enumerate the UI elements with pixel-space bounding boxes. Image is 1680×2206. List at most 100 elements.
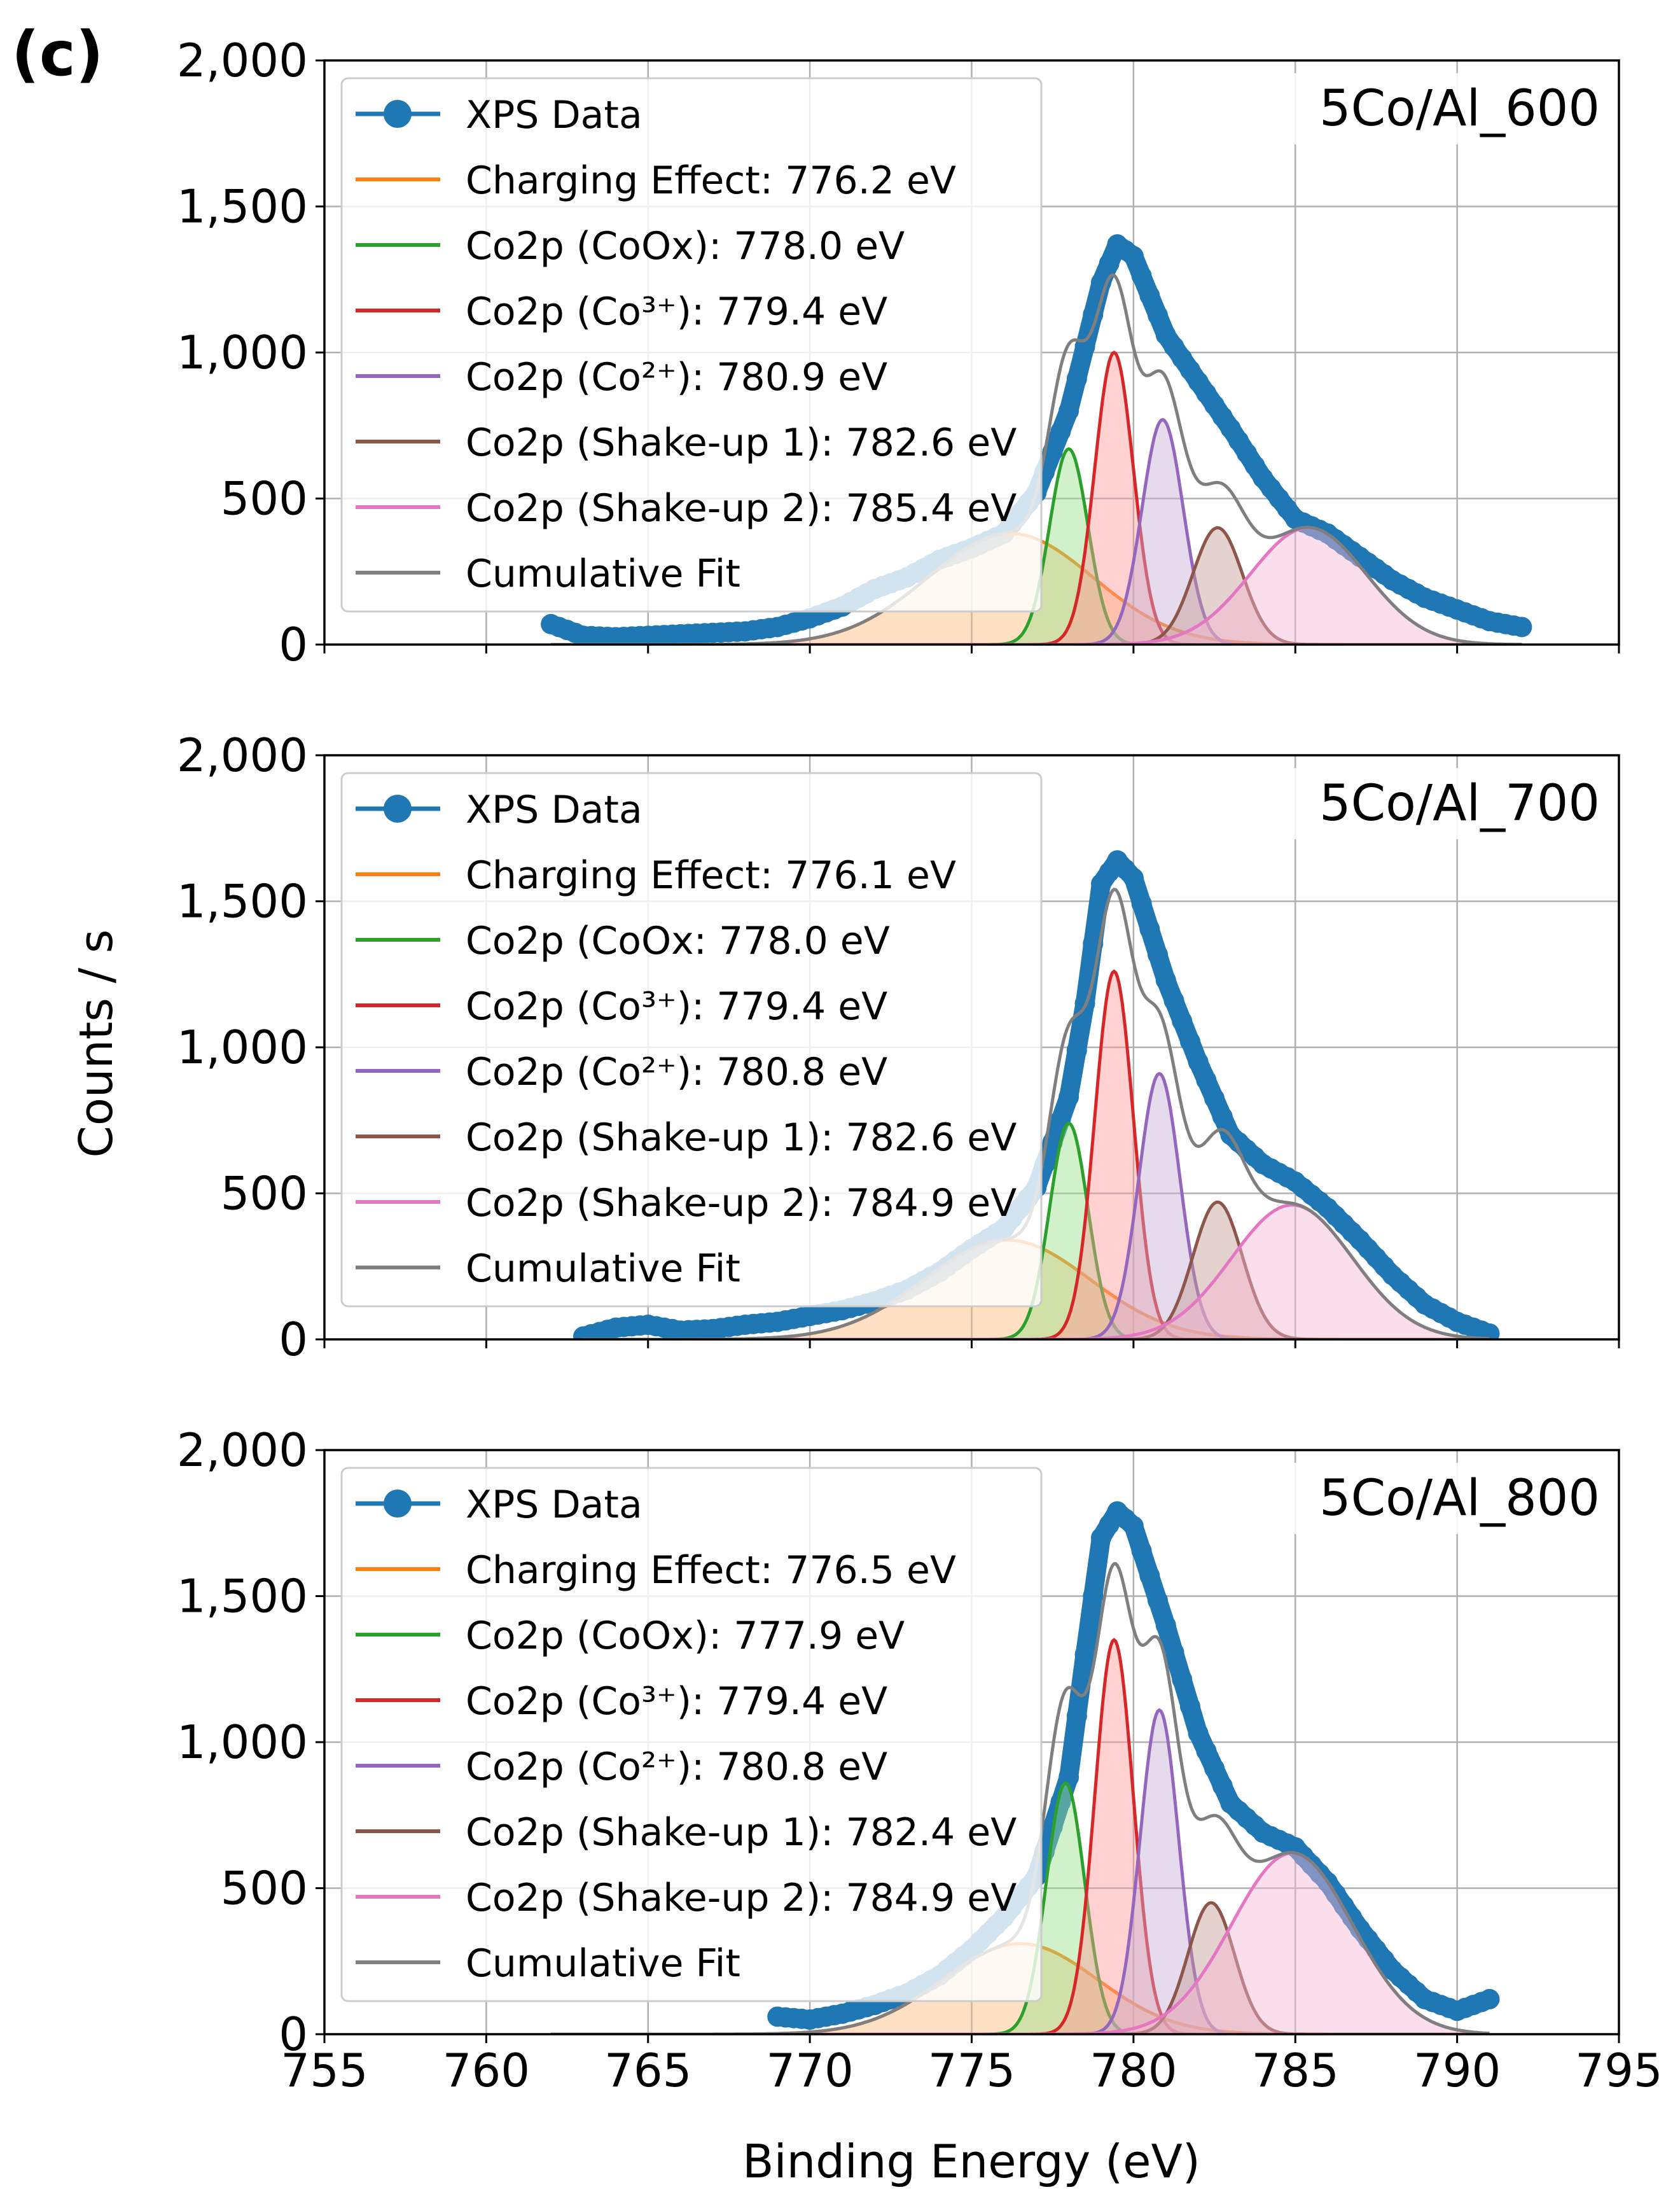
legend-item: XPS Data: [356, 1483, 642, 1527]
sample-title-box: [1285, 1463, 1606, 1534]
legend-item: Charging Effect: 776.5 eV: [356, 1548, 956, 1593]
legend-box: [340, 77, 1043, 613]
sample-title: 5Co/Al_700: [1285, 768, 1606, 839]
xps-data-point: [1212, 1775, 1233, 1796]
legend-label: Cumulative Fit: [466, 1941, 740, 1986]
x-tick-label: 765: [604, 2044, 691, 2097]
xps-data-point: [1123, 246, 1144, 267]
y-tick-label: 1,500: [177, 875, 308, 928]
legend-item: Co2p (Shake-up 1): 782.6 eV: [356, 1115, 1017, 1160]
xps-data-point: [1131, 893, 1152, 914]
legend-label: Charging Effect: 776.5 eV: [466, 1548, 956, 1593]
legend-item: Cumulative Fit: [356, 552, 740, 596]
xps-data-point: [1479, 1988, 1500, 2009]
legend-item: XPS Data: [356, 93, 642, 137]
xps-data-point: [1139, 285, 1160, 306]
xps-data-point: [1155, 970, 1176, 991]
xps-data-point: [1196, 1070, 1217, 1091]
legend-label: Co2p (Co²⁺): 780.8 eV: [466, 1745, 887, 1789]
legend-item: Co2p (Co³⁺): 779.4 eV: [356, 984, 887, 1029]
legend-label: Co2p (Co³⁺): 779.4 eV: [466, 1679, 887, 1724]
chart-panels: 0 500 1,000 1,500 2,000 5Co/Al_600 XPS Data Cha…: [177, 34, 1663, 2097]
y-tick-label: 500: [221, 1167, 308, 1220]
legend-label: Co2p (Shake-up 2): 785.4 eV: [466, 486, 1017, 531]
legend-item: Co2p (Co²⁺): 780.8 eV: [356, 1745, 887, 1789]
y-tick-label: 2,000: [177, 34, 308, 87]
sample-title-text: 5Co/Al_600: [1319, 80, 1600, 137]
y-tick-label: 0: [279, 1313, 308, 1366]
legend-item: Co2p (Shake-up 2): 784.9 eV: [356, 1181, 1017, 1225]
sample-title-box: [1285, 73, 1606, 144]
legend-item: Co2p (CoOx: 778.0 eV: [356, 919, 890, 963]
legend-item: Co2p (CoOx): 777.9 eV: [356, 1614, 905, 1658]
legend-label: Co2p (CoOx): 778.0 eV: [466, 224, 905, 269]
x-axis-label: Binding Energy (eV): [742, 2135, 1200, 2188]
chart-panel-3: 755 760 765 770 775 780 785 790 795 0 500 1,000 1,50…: [177, 1423, 1663, 2097]
legend-label: XPS Data: [466, 93, 642, 137]
y-tick-label: 1,000: [177, 1715, 308, 1769]
legend-label: Co2p (Shake-up 2): 784.9 eV: [466, 1181, 1017, 1225]
y-tick-label: 1,500: [177, 180, 308, 234]
legend-label: Co2p (Co²⁺): 780.8 eV: [466, 1050, 887, 1094]
panel-label: (c): [11, 18, 104, 90]
xps-data-point: [1050, 421, 1071, 442]
sample-title: 5Co/Al_600: [1285, 73, 1606, 144]
legend-label: XPS Data: [466, 788, 642, 832]
xps-data-point: [1204, 1088, 1225, 1109]
xps-data-point: [1163, 990, 1184, 1011]
y-axis-label: Counts / s: [69, 930, 123, 1158]
xps-data-point: [1099, 253, 1120, 274]
legend-label: Cumulative Fit: [466, 552, 740, 596]
legend: XPS Data Charging Effect: 776.2 eV Co2p (C…: [340, 77, 1043, 613]
sample-title-text: 5Co/Al_800: [1319, 1470, 1600, 1527]
chart-panel-1: 0 500 1,000 1,500 2,000 5Co/Al_600 XPS Data Cha…: [177, 34, 1620, 671]
component-line-2: [551, 1781, 1490, 2034]
xps-data-point: [1066, 1040, 1087, 1061]
xps-data-point: [1131, 265, 1152, 286]
x-tick-label: 760: [443, 2044, 530, 2097]
xps-data-point: [1155, 1615, 1176, 1636]
legend-label: XPS Data: [466, 1483, 642, 1527]
legend-item: Co2p (Shake-up 1): 782.4 eV: [356, 1810, 1017, 1855]
component-fill-6: [551, 527, 1522, 645]
xps-data-point: [1479, 1323, 1500, 1339]
sample-title-box: [1285, 768, 1606, 839]
legend-label: Co2p (Shake-up 1): 782.6 eV: [466, 1115, 1017, 1160]
legend-item: Cumulative Fit: [356, 1941, 740, 1986]
legend-label: Charging Effect: 776.1 eV: [466, 853, 956, 898]
legend-label: Co2p (Shake-up 1): 782.4 eV: [466, 1810, 1017, 1855]
legend-item: Charging Effect: 776.1 eV: [356, 853, 956, 898]
legend-label: Co2p (CoOx: 778.0 eV: [466, 919, 890, 963]
xps-data-point: [1172, 1669, 1193, 1690]
xps-data-point: [1148, 305, 1169, 326]
xps-data-point: [1188, 1723, 1209, 1744]
sample-title: 5Co/Al_800: [1285, 1463, 1606, 1534]
legend-label: Cumulative Fit: [466, 1246, 740, 1291]
x-tick-label: 785: [1252, 2044, 1339, 2097]
x-tick-label: 755: [281, 2044, 368, 2097]
y-tick-label: 1,000: [177, 326, 308, 379]
y-tick-label: 2,000: [177, 729, 308, 782]
legend-item: Co2p (Co³⁺): 779.4 eV: [356, 1679, 887, 1724]
xps-data-point: [1212, 1106, 1233, 1127]
legend-label: Co2p (CoOx): 777.9 eV: [466, 1614, 905, 1658]
x-tick-label: 775: [928, 2044, 1015, 2097]
legend-marker: [384, 100, 412, 128]
xps-data-point: [1196, 1740, 1217, 1761]
legend: XPS Data Charging Effect: 776.5 eV Co2p (C…: [340, 1467, 1043, 2002]
legend-label: Charging Effect: 776.2 eV: [466, 158, 956, 203]
legend-item: XPS Data: [356, 788, 642, 832]
axes-frame: [323, 1449, 1620, 2035]
legend-box: [340, 772, 1043, 1308]
component-fill-6: [551, 1853, 1490, 2034]
xps-data-point: [1131, 1540, 1152, 1561]
legend-item: Co2p (Shake-up 1): 782.6 eV: [356, 421, 1017, 465]
xps-data-point: [1179, 1031, 1200, 1052]
component-fill-6: [583, 1204, 1490, 1339]
axes-frame: [323, 59, 1620, 646]
y-tick-label: 0: [279, 2007, 308, 2061]
legend-item: Co2p (Co²⁺): 780.9 eV: [356, 355, 887, 400]
legend-item: Cumulative Fit: [356, 1246, 740, 1291]
xps-data-point: [1066, 368, 1087, 389]
